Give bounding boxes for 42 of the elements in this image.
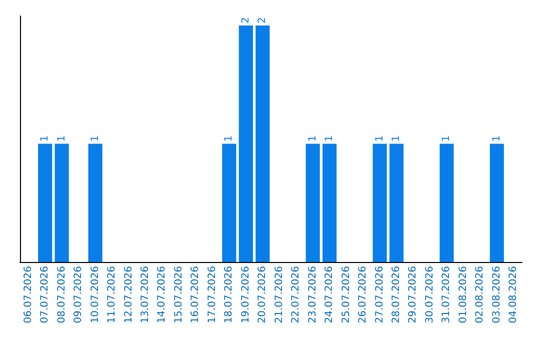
data-label: 1 bbox=[374, 135, 386, 142]
x-tick-label: 09.07.2026 bbox=[73, 266, 84, 324]
data-label: 2 bbox=[240, 17, 252, 24]
x-tick-label: 16.07.2026 bbox=[190, 266, 202, 324]
x-tick-label: 30.07.2026 bbox=[424, 266, 436, 324]
x-tick-label: 26.07.2026 bbox=[358, 266, 369, 324]
data-label: 1 bbox=[324, 135, 336, 142]
x-tick-label: 29.07.2026 bbox=[408, 266, 419, 324]
data-label: 1 bbox=[491, 135, 502, 142]
x-tick-label: 31.07.2026 bbox=[441, 266, 452, 324]
x-tick-label: 18.07.2026 bbox=[224, 266, 235, 324]
x-tick-label: 02.08.2026 bbox=[474, 266, 486, 324]
x-tick-label: 13.07.2026 bbox=[140, 266, 151, 324]
x-tick-label: 15.07.2026 bbox=[173, 266, 184, 324]
x-tick-label: 06.07.2026 bbox=[22, 266, 34, 324]
data-label: 1 bbox=[441, 135, 452, 142]
x-tick-label: 20.07.2026 bbox=[257, 266, 268, 324]
x-tick-label: 11.07.2026 bbox=[106, 266, 118, 324]
x-tick-label: 19.07.2026 bbox=[240, 266, 252, 324]
x-tick-label: 23.07.2026 bbox=[307, 266, 318, 324]
x-tick-label: 24.07.2026 bbox=[324, 266, 336, 324]
data-label: 1 bbox=[40, 135, 51, 142]
x-tick-label: 14.07.2026 bbox=[156, 266, 168, 324]
data-label: 1 bbox=[307, 135, 318, 142]
x-tick-label: 25.07.2026 bbox=[340, 266, 352, 324]
x-tick-label: 22.07.2026 bbox=[290, 266, 302, 324]
x-tick-label: 17.07.2026 bbox=[206, 266, 218, 324]
x-tick-label: 07.07.2026 bbox=[40, 266, 51, 324]
data-label: 1 bbox=[56, 135, 68, 142]
x-tick-label: 27.07.2026 bbox=[374, 266, 386, 324]
data-label: 1 bbox=[224, 135, 235, 142]
data-label: 1 bbox=[90, 135, 101, 142]
data-label: 1 bbox=[391, 135, 402, 142]
data-label: 2 bbox=[257, 17, 268, 24]
x-tick-label: 08.07.2026 bbox=[56, 266, 68, 324]
x-tick-label: 12.07.2026 bbox=[123, 266, 134, 324]
x-tick-label: 03.08.2026 bbox=[491, 266, 502, 324]
x-tick-label: 10.07.2026 bbox=[90, 266, 101, 324]
x-tick-label: 01.08.2026 bbox=[458, 266, 469, 324]
x-tick-label: 04.08.2026 bbox=[508, 266, 520, 324]
x-tick-label: 21.07.2026 bbox=[274, 266, 285, 324]
x-tick-label: 28.07.2026 bbox=[391, 266, 402, 324]
